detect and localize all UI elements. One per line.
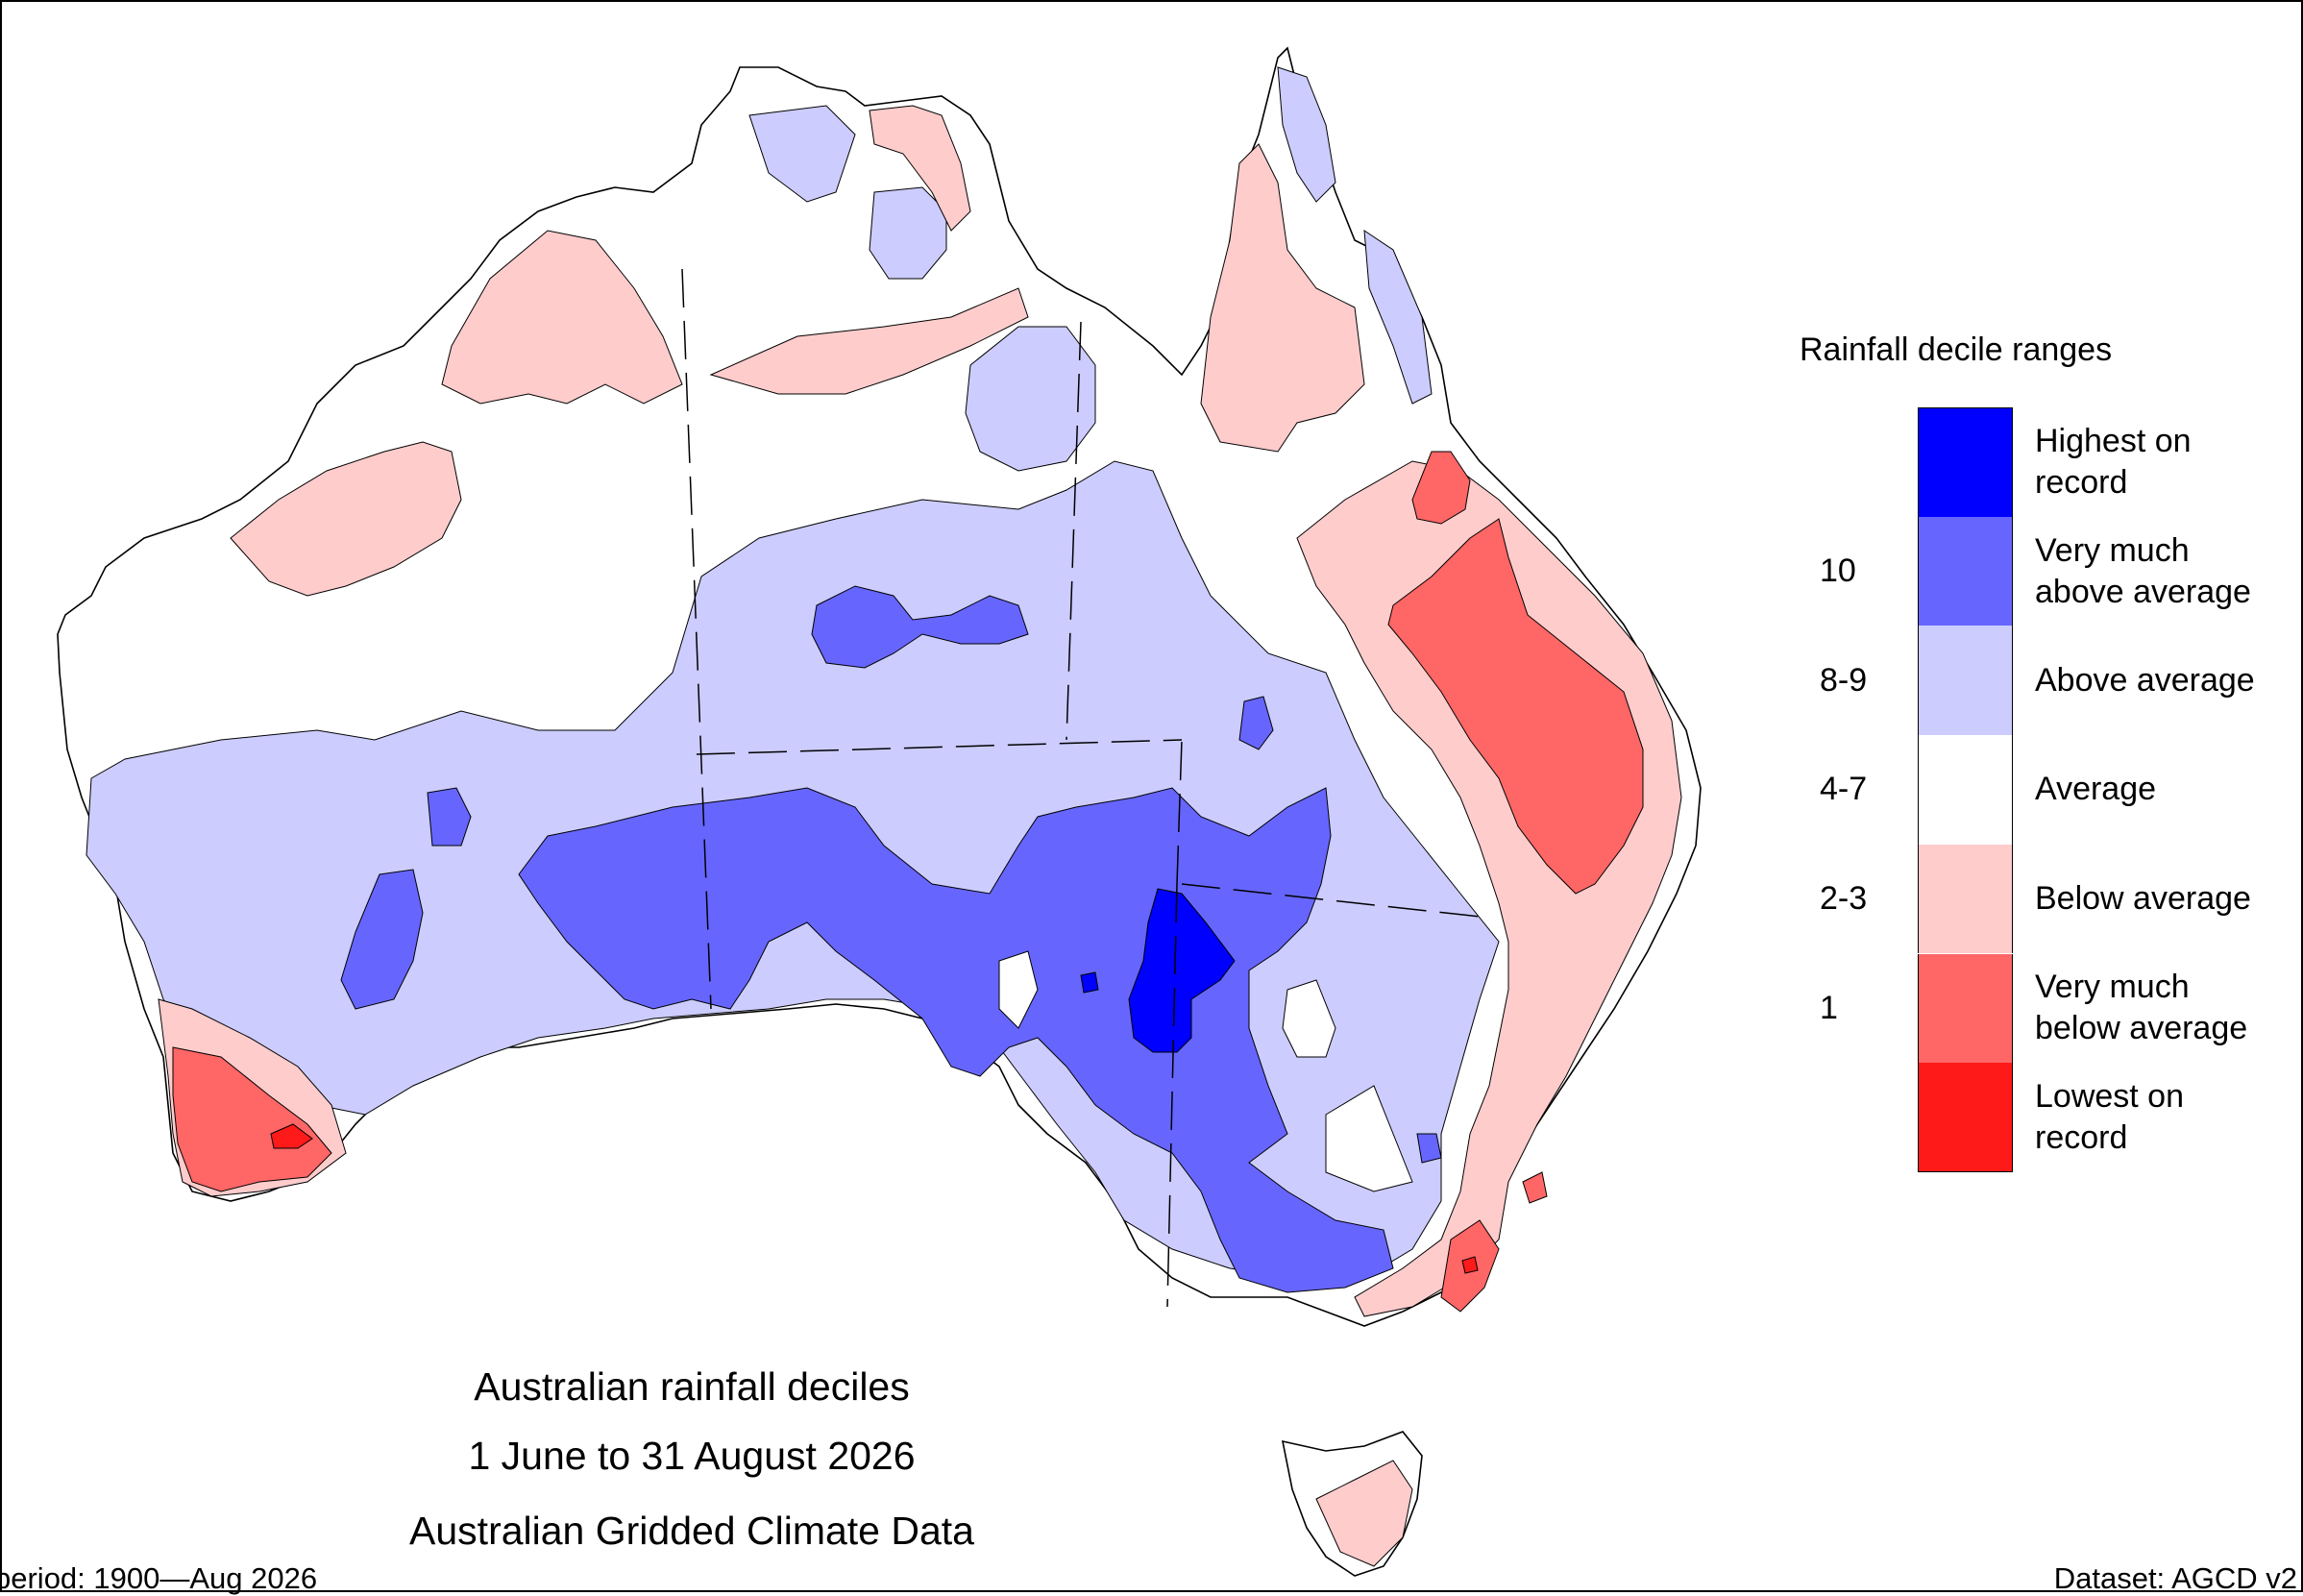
below-average-qld-north (1200, 143, 1365, 453)
lowest-on-record-nsw (1461, 1256, 1479, 1274)
highest-on-record-region (1128, 888, 1236, 1053)
very-much-above-average-wa2 (427, 787, 472, 847)
very-much-above-average-nsw (1416, 1133, 1442, 1164)
legend-decile: 1 (1820, 989, 1838, 1026)
legend-swatch (1918, 735, 2013, 845)
below-average-kimberley (441, 230, 683, 405)
legend-label: Below average (2035, 880, 2251, 918)
above-average-nt-centre (965, 326, 1096, 472)
legend-swatch (1918, 516, 2013, 626)
legend-label: Lowest on record (2035, 1078, 2184, 1157)
very-much-above-average-nt (811, 585, 1029, 669)
very-much-above-average-qld (1238, 696, 1274, 750)
very-much-below-average-qld-north (1411, 451, 1471, 525)
legend-decile: 10 (1820, 552, 1856, 590)
sa-qld-border (1176, 739, 1183, 885)
below-average-tasmania (1315, 1460, 1413, 1567)
nt-sa-border (696, 739, 1183, 755)
above-average-arnhem (748, 105, 856, 203)
above-average-qld-coast (1363, 230, 1433, 405)
wa-border (681, 268, 712, 1010)
legend-label: Very much below average (2035, 969, 2248, 1047)
map-dataset-title: Australian Gridded Climate Data (409, 1509, 974, 1553)
map-date-range: 1 June to 31 August 2026 (468, 1434, 916, 1478)
below-average-nt-north (709, 287, 1029, 395)
legend-swatch (1918, 1063, 2013, 1172)
legend-row: Highest on record (1806, 407, 2303, 517)
legend-row: 2-3 Below average (1806, 844, 2303, 954)
dataset-note: Dataset: AGCD v2 (2053, 1561, 2297, 1595)
below-average-pilbara (230, 441, 462, 597)
legend-decile: 2-3 (1820, 880, 1868, 918)
legend-label: Above average (2035, 661, 2255, 699)
highest-on-record-small (1080, 971, 1099, 994)
above-average-cape-york (1277, 66, 1336, 203)
legend-row: Lowest on record (1806, 1063, 2303, 1172)
average-hole-nsw (1282, 979, 1336, 1058)
map-title: Australian rainfall deciles (474, 1364, 910, 1409)
legend-row: 4-7 Average (1806, 735, 2303, 845)
period-note: period: 1900—Aug 2026 (0, 1561, 318, 1595)
legend-row: 8-9 Above average (1806, 626, 2303, 736)
legend-decile: 8-9 (1820, 661, 1868, 699)
legend-swatch (1918, 953, 2013, 1064)
very-much-below-average-sw-wa (172, 1046, 332, 1192)
legend-row: 1 Very much below average (1806, 953, 2303, 1064)
legend-label: Highest on record (2035, 422, 2192, 501)
very-much-below-average-nsw-mid (1522, 1171, 1548, 1204)
legend: Highest on record 10 Very much above avera… (1806, 407, 2303, 1176)
lowest-on-record-sw-wa (270, 1123, 313, 1149)
above-average-top-end (869, 186, 947, 280)
state-borders (681, 268, 1490, 1308)
sa-nsw-border (1166, 883, 1178, 1308)
below-average-gulf (869, 105, 971, 232)
nt-qld-border (1066, 321, 1082, 741)
very-much-above-average-wa1 (340, 869, 424, 1010)
legend-swatch (1918, 844, 2013, 954)
legend-swatch (1918, 407, 2013, 517)
legend-label: Very much above average (2035, 531, 2251, 610)
legend-label: Average (2035, 771, 2157, 808)
average-hole-vic (1325, 1085, 1413, 1192)
legend-title: Rainfall decile ranges (1800, 331, 2113, 368)
legend-row: 10 Very much above average (1806, 516, 2303, 626)
legend-swatch (1918, 626, 2013, 736)
very-much-below-average-qld (1387, 518, 1644, 895)
legend-decile: 4-7 (1820, 771, 1868, 808)
average-hole-sa (998, 950, 1039, 1029)
